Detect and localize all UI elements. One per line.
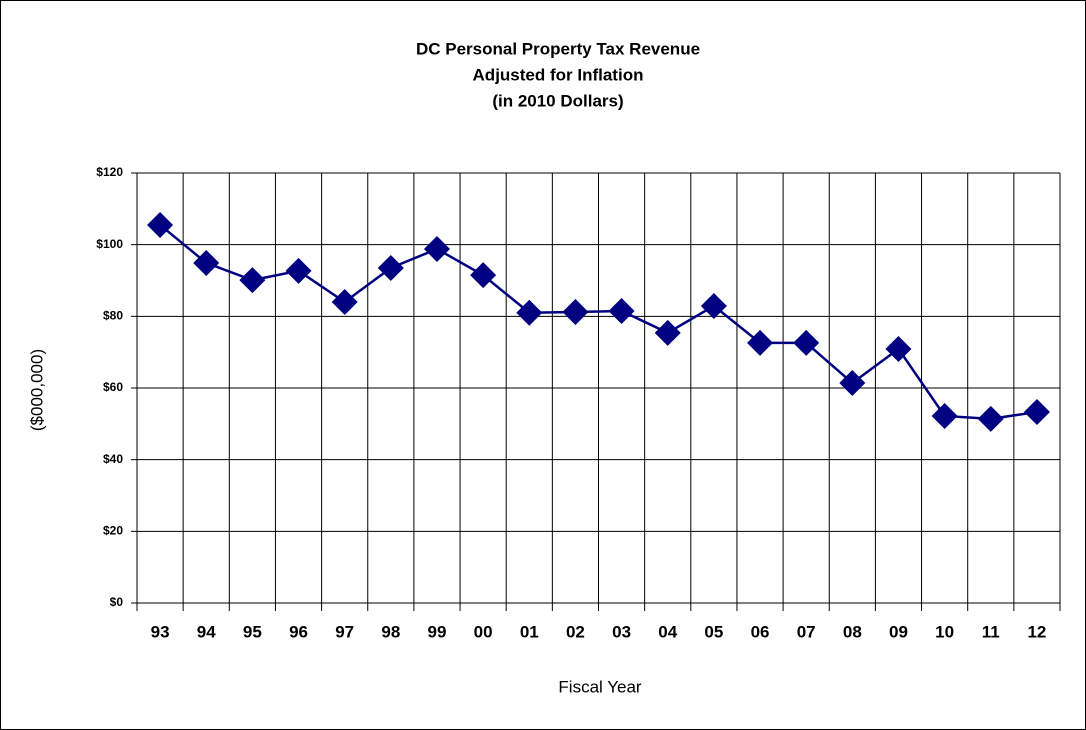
- y-tick-label: $20: [103, 524, 123, 538]
- chart-title: DC Personal Property Tax Revenue: [416, 39, 700, 58]
- data-point: [331, 289, 358, 315]
- y-tick-label: $0: [110, 595, 124, 609]
- data-point: [977, 405, 1004, 432]
- x-tick-label: 08: [843, 622, 862, 641]
- y-tick-label: $100: [96, 237, 123, 251]
- x-tick-label: 03: [612, 622, 631, 641]
- x-tick-label: 93: [151, 622, 170, 641]
- data-point: [608, 297, 635, 324]
- data-point: [885, 335, 912, 362]
- y-axis-label: ($000,000): [27, 349, 46, 431]
- x-tick-label: 06: [751, 622, 770, 641]
- x-tick-label: 10: [935, 622, 954, 641]
- x-axis-label: Fiscal Year: [558, 677, 641, 696]
- data-point: [470, 262, 497, 289]
- x-tick-label: 95: [243, 622, 262, 641]
- data-point: [747, 329, 774, 356]
- data-point: [193, 249, 220, 276]
- x-tick-label: 98: [381, 622, 400, 641]
- data-point: [654, 319, 681, 346]
- x-tick-label: 97: [335, 622, 354, 641]
- chart-title: (in 2010 Dollars): [492, 91, 623, 110]
- data-point: [700, 292, 727, 319]
- data-point: [839, 369, 866, 396]
- y-tick-label: $60: [103, 380, 123, 394]
- data-point: [423, 235, 450, 262]
- data-point: [793, 329, 820, 356]
- y-tick-label: $40: [103, 452, 123, 466]
- x-tick-label: 00: [474, 622, 493, 641]
- data-point: [562, 299, 589, 326]
- data-point: [931, 402, 958, 429]
- x-tick-label: 09: [889, 622, 908, 641]
- x-tick-label: 11: [982, 622, 1000, 641]
- data-point: [285, 257, 312, 284]
- x-tick-label: 96: [289, 622, 308, 641]
- data-point: [1023, 399, 1050, 426]
- data-point: [516, 299, 543, 326]
- x-tick-label: 94: [197, 622, 216, 641]
- y-tick-label: $120: [96, 165, 123, 179]
- data-point: [239, 267, 266, 294]
- x-tick-label: 07: [797, 622, 816, 641]
- x-tick-label: 02: [566, 622, 585, 641]
- x-tick-label: 99: [428, 622, 447, 641]
- data-point: [147, 211, 174, 238]
- data-point: [377, 254, 404, 281]
- x-tick-label: 12: [1027, 622, 1046, 641]
- x-tick-label: 05: [704, 622, 723, 641]
- x-tick-label: 01: [520, 622, 539, 641]
- x-tick-label: 04: [658, 622, 677, 641]
- chart-title: Adjusted for Inflation: [473, 65, 644, 84]
- y-tick-label: $80: [103, 309, 123, 323]
